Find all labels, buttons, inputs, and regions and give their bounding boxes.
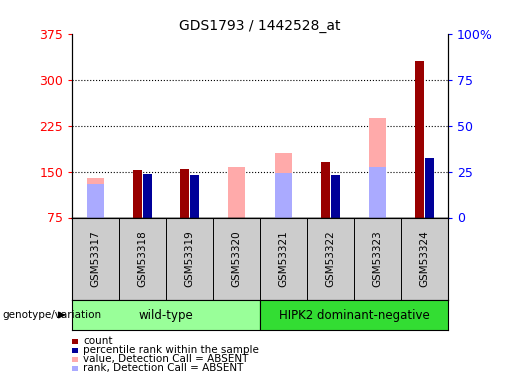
- Text: wild-type: wild-type: [139, 309, 194, 321]
- Text: HIPK2 dominant-negative: HIPK2 dominant-negative: [279, 309, 430, 321]
- Text: GSM53323: GSM53323: [372, 230, 383, 287]
- Bar: [276, 173, 292, 217]
- Bar: [369, 118, 386, 218]
- FancyBboxPatch shape: [72, 366, 78, 370]
- Text: GSM53319: GSM53319: [184, 230, 195, 287]
- Text: GSM53317: GSM53317: [91, 230, 100, 287]
- Bar: [191, 175, 199, 217]
- Bar: [228, 166, 245, 218]
- Bar: [144, 174, 152, 217]
- Bar: [425, 158, 434, 218]
- Bar: [180, 169, 188, 217]
- Text: GSM53322: GSM53322: [325, 230, 336, 287]
- Bar: [276, 153, 292, 218]
- Bar: [321, 162, 330, 218]
- Bar: [72, 300, 260, 330]
- Bar: [88, 178, 104, 218]
- Text: GSM53318: GSM53318: [138, 230, 148, 287]
- Bar: [415, 62, 424, 217]
- Text: count: count: [83, 336, 113, 346]
- Bar: [332, 175, 340, 217]
- Text: genotype/variation: genotype/variation: [3, 310, 101, 320]
- FancyBboxPatch shape: [72, 357, 78, 362]
- Text: GSM53324: GSM53324: [420, 230, 430, 287]
- Text: percentile rank within the sample: percentile rank within the sample: [83, 345, 260, 355]
- Text: GSM53320: GSM53320: [232, 230, 242, 287]
- Bar: [369, 166, 386, 218]
- Title: GDS1793 / 1442528_at: GDS1793 / 1442528_at: [179, 19, 341, 33]
- Text: GSM53321: GSM53321: [279, 230, 288, 287]
- FancyBboxPatch shape: [72, 339, 78, 344]
- FancyBboxPatch shape: [72, 348, 78, 352]
- Bar: [133, 170, 142, 217]
- Text: value, Detection Call = ABSENT: value, Detection Call = ABSENT: [83, 354, 249, 364]
- Bar: [260, 300, 448, 330]
- Text: rank, Detection Call = ABSENT: rank, Detection Call = ABSENT: [83, 363, 244, 373]
- Bar: [88, 184, 104, 218]
